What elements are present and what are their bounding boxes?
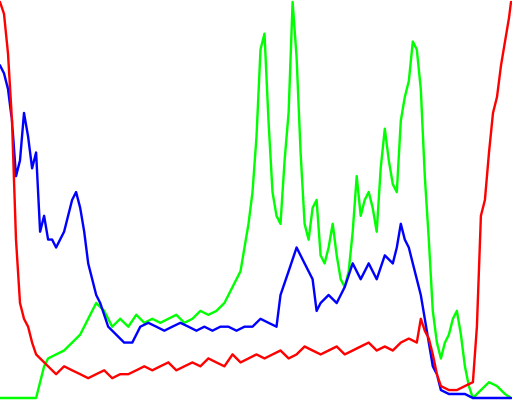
- series-line-1: [0, 64, 512, 400]
